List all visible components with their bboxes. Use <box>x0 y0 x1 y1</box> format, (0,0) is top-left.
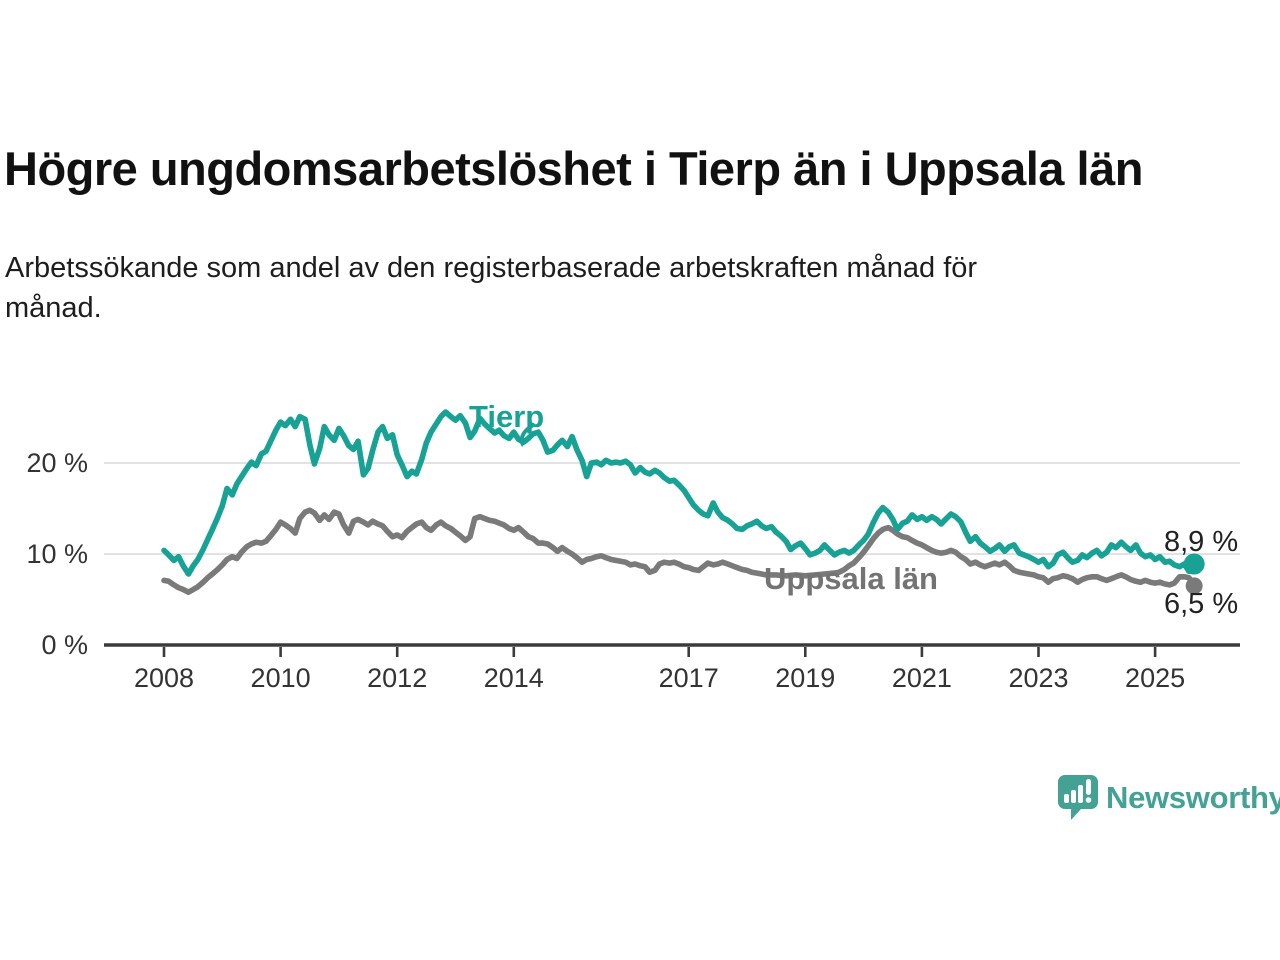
chart-subtitle-line: månad. <box>5 292 102 324</box>
series-line-uppsala <box>161 507 1197 596</box>
logo-bar-medium <box>1071 790 1076 803</box>
newsworthy-logo-text: Newsworthy <box>1106 780 1280 815</box>
logo-exclamation-bar <box>1086 779 1091 795</box>
uppsala-latest-value-label: 6,5 % <box>1164 588 1239 620</box>
x-axis-label-2008: 2008 <box>133 663 195 693</box>
x-axis-label-2023: 2023 <box>1008 663 1069 693</box>
chart-subtitle: Arbetssökande som andel av den registerb… <box>5 248 977 328</box>
chart-subtitle-line: Arbetssökande som andel av den registerb… <box>5 252 978 284</box>
x-axis-label-2010: 2010 <box>250 663 311 693</box>
series-line-tierp <box>161 409 1197 577</box>
logo-bar-tall <box>1078 785 1083 803</box>
newsworthy-logo: Newsworthy <box>1056 773 1280 823</box>
x-axis-label-2012: 2012 <box>367 663 428 693</box>
x-axis-label-2017: 2017 <box>658 663 719 693</box>
page-title: Högre ungdomsarbetslöshet i Tierp än i U… <box>4 142 1143 195</box>
series-label-tierp: Tierp <box>469 399 545 434</box>
series-label-uppsala: Uppsala län <box>764 561 938 596</box>
logo-bar-small <box>1064 794 1069 803</box>
y-axis-label-20: 20 % <box>26 448 88 478</box>
x-axis-label-2025: 2025 <box>1125 663 1186 693</box>
y-axis-label-0: 0 % <box>41 630 88 660</box>
x-axis-label-2019: 2019 <box>775 663 836 693</box>
y-axis-label-10: 10 % <box>26 539 88 569</box>
series-end-dot-tierp <box>1183 553 1205 575</box>
newsworthy-logo-icon <box>1058 775 1098 820</box>
logo-exclamation-dot <box>1085 797 1092 803</box>
x-axis-label-2021: 2021 <box>891 663 952 693</box>
x-axis-label-2014: 2014 <box>483 663 544 693</box>
series-end-dot-uppsala <box>1185 577 1203 595</box>
tierp-latest-value-label: 8,9 % <box>1164 526 1239 558</box>
